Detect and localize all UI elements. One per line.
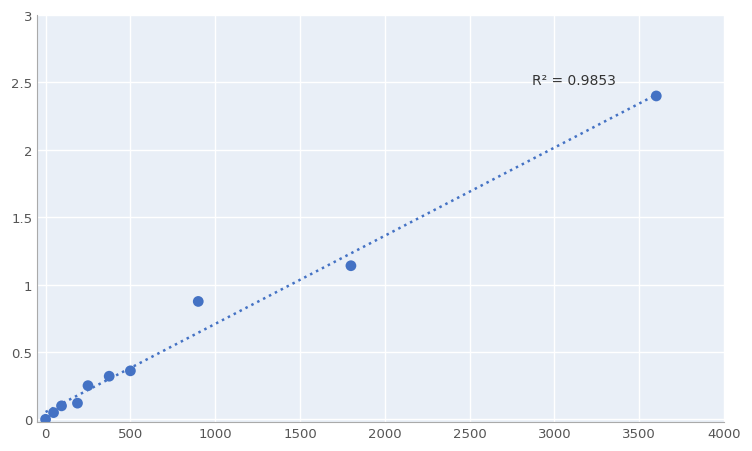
Point bbox=[71, 400, 83, 407]
Point bbox=[56, 402, 68, 410]
Point bbox=[345, 262, 357, 270]
Point bbox=[40, 416, 52, 423]
Point bbox=[103, 373, 115, 380]
Point bbox=[193, 298, 205, 305]
Point bbox=[47, 409, 59, 416]
Point bbox=[650, 93, 663, 101]
Point bbox=[124, 368, 136, 375]
Text: R² = 0.9853: R² = 0.9853 bbox=[532, 74, 617, 87]
Point bbox=[82, 382, 94, 389]
